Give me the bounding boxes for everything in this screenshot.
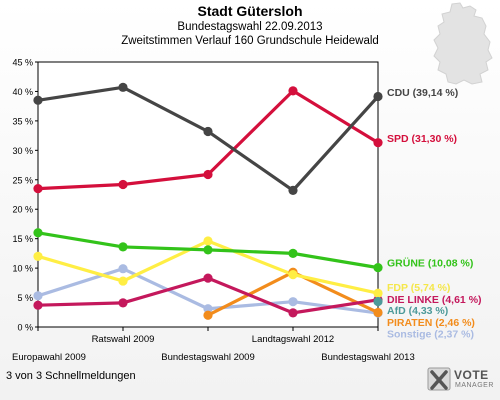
x-tick-label: Ratswahl 2009 — [92, 334, 155, 345]
data-point-sonstige — [118, 264, 128, 274]
data-point-cdu — [373, 91, 383, 102]
data-point-dielinke — [203, 273, 213, 283]
series-end-label: SPD (31,30 %) — [387, 133, 457, 145]
chart-titles: Stadt Gütersloh Bundestagswahl 22.09.201… — [0, 3, 500, 48]
data-point-fdp — [373, 288, 383, 298]
data-point-piraten — [373, 307, 383, 318]
data-point-spd — [373, 138, 383, 148]
data-point-cdu — [33, 95, 43, 105]
data-point-sonstige — [203, 304, 213, 314]
data-point-fdp — [33, 251, 43, 261]
plot-frame — [37, 61, 379, 328]
germany-map-icon — [433, 2, 493, 85]
series-end-label: Sonstige (2,37 %) — [387, 329, 474, 341]
y-tick-label: 25 % — [12, 175, 33, 185]
logo-text-vote: VOTE — [454, 368, 489, 382]
data-point-cdu — [203, 126, 213, 137]
series-end-label: DIE LINKE (4,61 %) — [387, 294, 482, 306]
data-point-spd — [203, 169, 213, 180]
x-tick-label: Bundestagswahl 2013 — [321, 352, 415, 363]
logo-text-manager: MANAGER — [455, 382, 494, 389]
x-tick-label: Europawahl 2009 — [12, 352, 86, 363]
data-point-spd — [288, 86, 298, 96]
series-end-label: CDU (39,14 %) — [387, 87, 458, 99]
y-tick-label: 30 % — [12, 146, 33, 156]
data-point-sonstige — [33, 291, 43, 301]
data-point-spd — [33, 184, 43, 194]
data-point-piraten — [203, 310, 213, 320]
series-labels: CDU (39,14 %) SPD (31,30 %) GRÜNE (10,08 %… — [387, 87, 482, 341]
x-axis-labels: Europawahl 2009 Ratswahl 2009 Bundestagswa… — [12, 334, 415, 363]
y-tick-label: 35 % — [12, 116, 33, 126]
y-tick-label: 45 % — [12, 58, 33, 68]
data-point-afd — [373, 296, 383, 307]
chart-subtitle-2: Zweitstimmen Verlauf 160 Grundschule Hei… — [121, 35, 379, 47]
series-end-label: PIRATEN (2,46 %) — [387, 317, 475, 329]
data-point-dielinke — [118, 298, 128, 308]
data-point-grne — [203, 245, 213, 255]
chart-title: Stadt Gütersloh — [197, 3, 303, 19]
series-end-label: GRÜNE (10,08 %) — [387, 257, 473, 270]
data-point-spd — [118, 179, 128, 190]
data-point-dielinke — [288, 308, 298, 318]
y-tick-label: 10 % — [12, 264, 33, 274]
y-tick-label: 5 % — [17, 293, 33, 303]
chart-subtitle: Bundestagswahl 22.09.2013 — [177, 21, 323, 33]
ballot-x-icon — [427, 367, 451, 391]
data-point-grne — [118, 242, 128, 252]
y-tick-label: 40 % — [12, 87, 33, 97]
series-end-label: FDP (5,74 %) — [387, 282, 450, 294]
data-point-dielinke — [33, 300, 43, 310]
data-point-sonstige — [288, 297, 298, 307]
data-point-grne — [373, 263, 383, 273]
data-point-fdp — [288, 269, 298, 280]
report-count-note: 3 von 3 Schnellmeldungen — [6, 370, 136, 382]
series-points — [33, 82, 383, 320]
x-tick-label: Bundestagswahl 2009 — [161, 352, 255, 363]
data-point-fdp — [118, 276, 128, 286]
data-point-grne — [288, 248, 298, 258]
y-tick-label: 0 % — [17, 323, 33, 333]
vote-manager-logo: VOTE MANAGER — [426, 362, 498, 396]
x-tick-label: Landtagswahl 2012 — [252, 334, 334, 345]
data-point-cdu — [288, 185, 298, 195]
chart-axes — [35, 61, 379, 331]
data-point-grne — [33, 228, 43, 238]
y-axis-labels: 0 % 5 % 10 % 15 % 20 % 25 % 30 % 35 % 40 % 45 % — [12, 58, 33, 333]
y-tick-label: 15 % — [12, 234, 33, 244]
series-end-label: AfD (4,33 %) — [387, 305, 448, 317]
y-tick-label: 20 % — [12, 205, 33, 215]
data-point-cdu — [118, 82, 128, 92]
data-point-fdp — [203, 236, 213, 246]
